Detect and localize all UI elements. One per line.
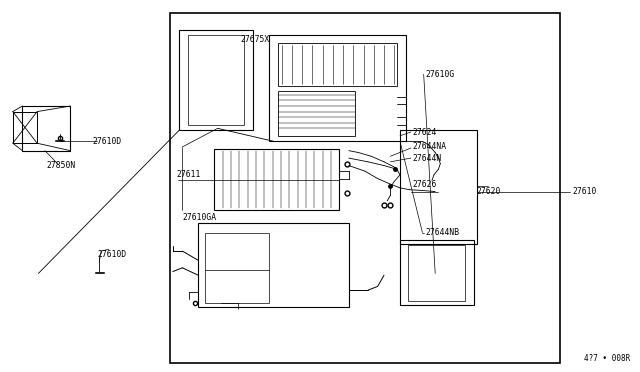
Bar	[214, 149, 339, 210]
Bar	[205, 232, 269, 303]
Text: 27675X: 27675X	[240, 35, 269, 44]
Text: 27626: 27626	[413, 180, 437, 189]
Text: 27644N: 27644N	[413, 154, 442, 163]
Bar	[400, 130, 477, 244]
Bar	[400, 240, 474, 305]
Bar	[198, 223, 349, 307]
Bar	[188, 35, 244, 125]
Bar	[170, 13, 560, 363]
Text: 27610GA: 27610GA	[182, 213, 216, 222]
Bar	[278, 91, 355, 136]
Text: 27610D: 27610D	[97, 250, 127, 259]
Text: 27644NA: 27644NA	[413, 142, 447, 151]
Text: 27611: 27611	[176, 170, 200, 179]
Text: 27624: 27624	[413, 128, 437, 137]
Text: 27610G: 27610G	[426, 70, 455, 79]
Text: 27644NB: 27644NB	[426, 228, 460, 237]
Bar	[179, 30, 253, 130]
Bar	[269, 35, 406, 141]
Text: 27610D: 27610D	[93, 137, 122, 146]
Bar	[13, 112, 37, 143]
Bar	[408, 245, 465, 301]
Text: 4?7 • 008R: 4?7 • 008R	[584, 354, 630, 363]
Bar	[278, 43, 397, 86]
Bar	[22, 106, 70, 151]
Text: 27850N: 27850N	[46, 161, 76, 170]
Text: 27620: 27620	[477, 187, 501, 196]
Text: 27610: 27610	[573, 187, 597, 196]
